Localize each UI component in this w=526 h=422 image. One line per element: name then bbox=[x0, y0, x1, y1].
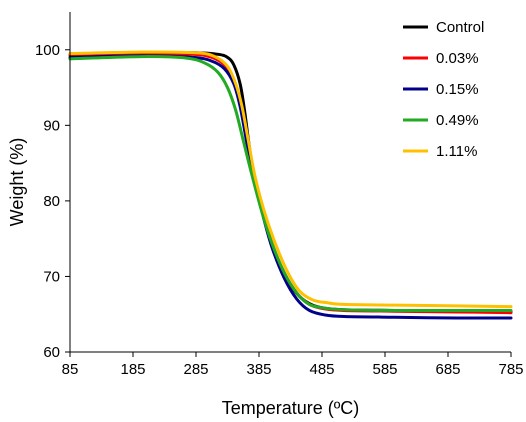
x-tick-label: 785 bbox=[498, 361, 523, 378]
y-axis-title: Weight (%) bbox=[7, 138, 27, 227]
legend-label: 0.49% bbox=[436, 112, 479, 129]
legend-label: 1.11% bbox=[436, 143, 477, 160]
series-line-1-11- bbox=[68, 50, 513, 309]
series-layer bbox=[68, 50, 513, 320]
y-tick-label: 90 bbox=[43, 117, 60, 134]
y-tick-label: 80 bbox=[43, 193, 60, 210]
x-tick-label: 85 bbox=[62, 361, 79, 378]
x-tick-label: 285 bbox=[183, 361, 208, 378]
plot-area: 85 185 285 385 485 585 685 785 60 70 80 90 100 bbox=[35, 12, 524, 378]
legend-label: 0.15% bbox=[436, 81, 479, 98]
x-tick-label: 385 bbox=[246, 361, 271, 378]
y-ticks: 60 70 80 90 100 bbox=[35, 42, 70, 361]
x-axis-title: Temperature (ºC) bbox=[222, 398, 360, 418]
x-tick-label: 485 bbox=[309, 361, 334, 378]
legend: Control 0.03% 0.15% 0.49% 1.11% bbox=[403, 19, 484, 160]
series-line-0-49- bbox=[68, 55, 513, 312]
legend-label: Control bbox=[436, 19, 484, 36]
x-tick-label: 185 bbox=[120, 361, 145, 378]
y-tick-label: 70 bbox=[43, 268, 60, 285]
y-tick-label: 100 bbox=[35, 42, 60, 59]
legend-label: 0.03% bbox=[436, 50, 479, 67]
y-tick-label: 60 bbox=[43, 344, 60, 361]
x-tick-label: 685 bbox=[435, 361, 460, 378]
x-tick-label: 585 bbox=[372, 361, 397, 378]
x-ticks: 85 185 285 385 485 585 685 785 bbox=[62, 352, 524, 378]
